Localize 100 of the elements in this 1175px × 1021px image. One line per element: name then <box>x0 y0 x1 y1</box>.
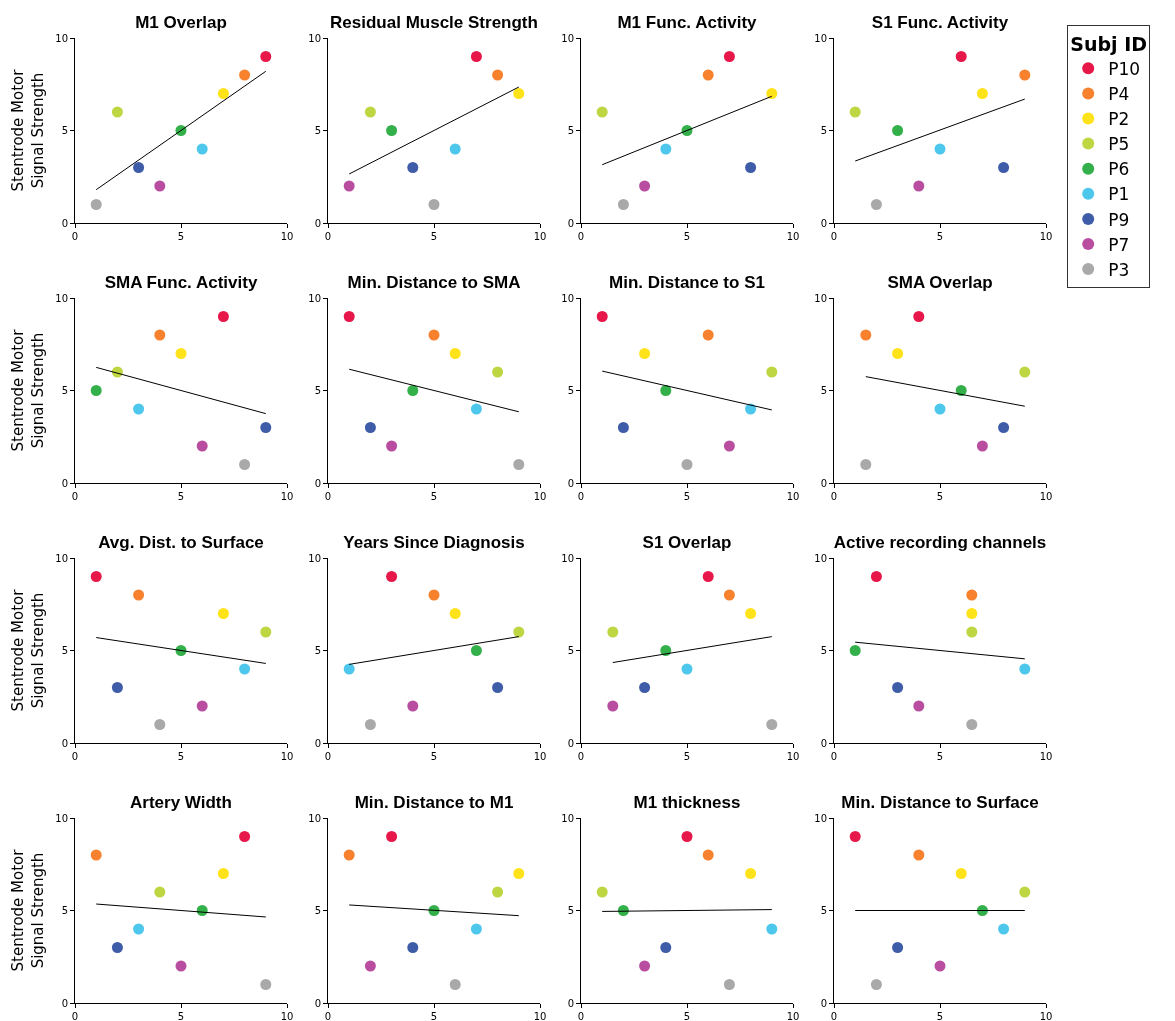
point <box>1019 69 1031 81</box>
point <box>766 923 778 935</box>
chart-title: SMA Overlap <box>887 273 993 292</box>
y-tick-label: 5 <box>567 385 574 396</box>
y-tick-label: 5 <box>61 125 68 136</box>
y-tick-label: 10 <box>814 552 827 564</box>
point <box>913 311 925 322</box>
point <box>260 979 272 990</box>
point <box>639 348 651 359</box>
x-tick-label: 10 <box>1039 231 1053 242</box>
y-tick-label: 10 <box>561 552 574 564</box>
point <box>154 329 166 341</box>
point <box>111 682 123 693</box>
point <box>239 831 251 842</box>
y-tick-label: 0 <box>567 477 574 489</box>
point <box>596 886 608 898</box>
x-tick-label: 10 <box>533 231 547 242</box>
y-tick-label: 10 <box>308 292 321 304</box>
point <box>639 180 651 192</box>
legend-label: P9 <box>1108 209 1130 230</box>
point <box>849 106 861 118</box>
point <box>660 385 672 396</box>
point <box>702 571 714 582</box>
point <box>976 88 988 99</box>
x-tick-label: 0 <box>830 751 838 762</box>
y-tick-label: 5 <box>61 905 68 916</box>
point <box>470 403 482 415</box>
x-tick-label: 0 <box>577 1011 585 1021</box>
point <box>513 868 525 879</box>
x-tick-label: 10 <box>533 751 547 762</box>
point <box>111 106 123 118</box>
chart-title: Avg. Dist. to Surface <box>98 533 264 552</box>
x-tick-label: 5 <box>177 491 185 502</box>
y-tick-label: 5 <box>314 905 321 916</box>
y-tick-label: 5 <box>820 385 827 396</box>
x-tick-label: 5 <box>430 231 438 242</box>
legend-label: P4 <box>1108 84 1130 105</box>
point <box>449 143 461 155</box>
x-tick-label: 5 <box>177 1011 185 1021</box>
point <box>196 440 208 452</box>
x-tick-label: 10 <box>280 1011 294 1021</box>
point <box>154 719 166 730</box>
point <box>913 849 925 861</box>
point <box>343 180 355 192</box>
y-tick-label: 0 <box>567 997 574 1009</box>
x-tick-label: 0 <box>71 491 79 502</box>
point <box>217 868 229 879</box>
y-tick-label: 10 <box>308 812 321 824</box>
legend-label: P5 <box>1108 134 1130 155</box>
point <box>639 960 651 972</box>
y-tick-label: 5 <box>820 905 827 916</box>
y-tick-label: 10 <box>814 292 827 304</box>
y-tick-label: 0 <box>820 217 827 229</box>
x-tick-label: 10 <box>1039 491 1053 502</box>
y-tick-label: 0 <box>820 477 827 489</box>
point <box>90 849 102 861</box>
point <box>364 719 376 730</box>
x-tick-label: 5 <box>683 751 691 762</box>
chart-title: SMA Func. Activity <box>104 273 258 292</box>
chart-title: Residual Muscle Strength <box>330 13 538 32</box>
chart-title: M1 Overlap <box>135 13 227 32</box>
point <box>639 682 651 693</box>
point <box>617 199 629 210</box>
x-tick-label: 10 <box>280 491 294 502</box>
point <box>364 422 376 433</box>
point <box>133 403 145 415</box>
point <box>1019 366 1031 378</box>
point <box>386 125 398 136</box>
point <box>766 88 778 99</box>
x-tick-label: 10 <box>533 1011 547 1021</box>
y-tick-label: 10 <box>814 812 827 824</box>
x-tick-label: 10 <box>1039 751 1053 762</box>
point <box>934 960 946 972</box>
point <box>660 143 672 155</box>
chart-title: Min. Distance to SMA <box>347 273 521 292</box>
chart-title: Active recording channels <box>833 533 1047 552</box>
point <box>428 199 440 210</box>
point <box>913 700 925 712</box>
chart-title: Min. Distance to M1 <box>354 793 514 812</box>
y-tick-label: 10 <box>561 32 574 44</box>
x-tick-label: 5 <box>177 751 185 762</box>
point <box>217 608 229 619</box>
y-tick-label: 0 <box>61 737 68 749</box>
point <box>998 923 1010 935</box>
point <box>998 422 1010 433</box>
point <box>133 162 145 173</box>
legend-label: P10 <box>1108 58 1141 79</box>
point <box>745 608 757 619</box>
x-tick-label: 10 <box>1039 1011 1053 1021</box>
y-tick-label: 10 <box>561 812 574 824</box>
point <box>133 923 145 935</box>
point <box>343 849 355 861</box>
point <box>364 960 376 972</box>
y-tick-label: 0 <box>61 997 68 1009</box>
x-tick-label: 0 <box>324 231 332 242</box>
y-tick-label: 10 <box>55 292 68 304</box>
point <box>1019 663 1031 675</box>
x-tick-label: 5 <box>430 751 438 762</box>
point <box>239 459 251 470</box>
point <box>966 608 978 619</box>
